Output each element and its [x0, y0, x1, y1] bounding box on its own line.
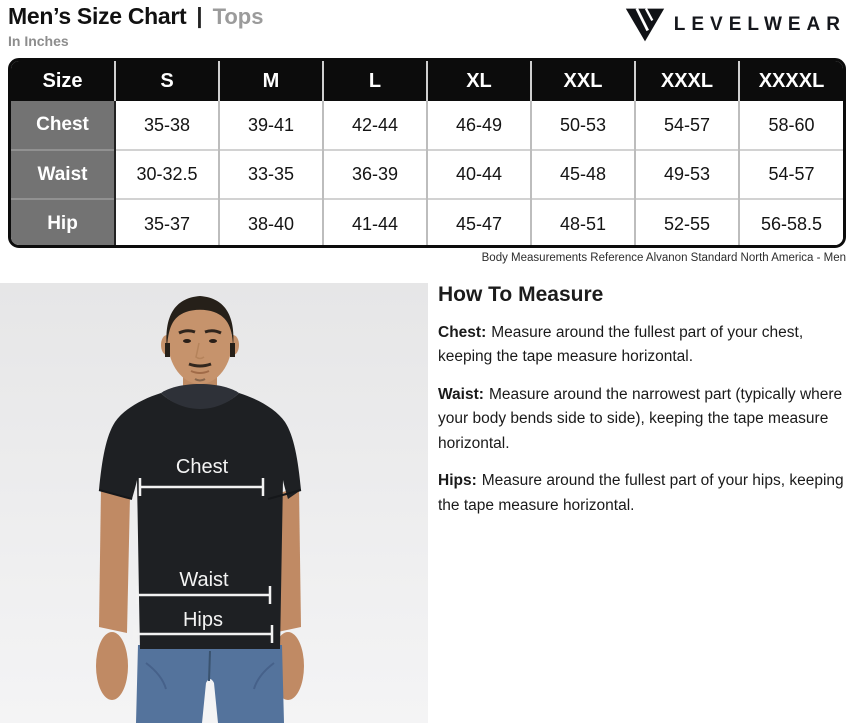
chest-xxl: 50-53	[530, 101, 635, 150]
units-label: In Inches	[8, 33, 69, 49]
row-label-waist: Waist	[11, 149, 115, 199]
header-m: M	[218, 61, 323, 101]
model-photo-illustration: Chest Waist Hips	[0, 283, 428, 723]
jeans	[136, 645, 284, 723]
size-table-header-row: Size S M L XL XXL XXXL XXXXL	[11, 61, 843, 101]
waist-label: Waist	[179, 569, 229, 591]
chest-instruction: Chest: Measure around the fullest part of…	[438, 321, 850, 370]
table-row-chest: Chest 35-38 39-41 42-44 46-49 50-53 54-5…	[11, 101, 843, 150]
title-block: Men’s Size Chart | Tops In Inches	[8, 3, 263, 49]
chest-xxxl: 54-57	[634, 101, 739, 150]
chest-measure-line	[138, 478, 265, 496]
how-to-measure-heading: How To Measure	[438, 283, 604, 306]
hip-s: 35-37	[114, 198, 219, 245]
header-xxl: XXL	[530, 61, 635, 101]
waist-m: 33-35	[218, 149, 323, 199]
chest-xxxxl: 58-60	[738, 101, 843, 150]
hip-m: 38-40	[218, 198, 323, 245]
waist-text: Measure around the narrowest part (typic…	[438, 385, 843, 452]
row-label-hip: Hip	[11, 198, 115, 245]
hip-xxxxl: 56-58.5	[738, 198, 843, 245]
header-xl: XL	[426, 61, 531, 101]
header-size: Size	[11, 61, 115, 101]
chest-m: 39-41	[218, 101, 323, 150]
chest-l: 42-44	[322, 101, 427, 150]
waist-measure-line	[135, 586, 272, 604]
title-separator: |	[196, 3, 203, 28]
t-shirt	[98, 384, 302, 649]
waist-l: 36-39	[322, 149, 427, 199]
hips-measure-line	[133, 625, 274, 643]
waist-instruction: Waist: Measure around the narrowest part …	[438, 383, 850, 456]
head	[161, 296, 239, 384]
brand-name: LEVELWEAR	[673, 14, 846, 35]
waist-xxxxl: 54-57	[738, 149, 843, 199]
levelwear-triangle-icon	[625, 7, 664, 42]
page-subtitle: Tops	[212, 4, 264, 29]
hips-text: Measure around the fullest part of your …	[438, 472, 844, 514]
page-header: Men’s Size Chart | Tops In Inches LEVELW…	[0, 0, 854, 56]
hips-label: Hips	[183, 609, 223, 631]
hair	[166, 296, 234, 349]
header-xxxxl: XXXXL	[738, 61, 843, 101]
brand-logo: LEVELWEAR	[624, 6, 846, 44]
hip-l: 41-44	[322, 198, 427, 245]
chest-xl: 46-49	[426, 101, 531, 150]
chest-term: Chest:	[438, 324, 487, 341]
waist-term: Waist:	[438, 385, 484, 403]
waist-xxxl: 49-53	[634, 149, 739, 199]
hips-term: Hips:	[438, 472, 477, 490]
measurement-photo: Chest Waist Hips	[0, 283, 428, 723]
waist-xl: 40-44	[426, 149, 531, 199]
waist-xxl: 45-48	[530, 149, 635, 199]
measurement-reference-note: Body Measurements Reference Alvanon Stan…	[481, 252, 846, 264]
waist-s: 30-32.5	[114, 149, 219, 199]
row-label-chest: Chest	[11, 101, 115, 150]
table-row-hip: Hip 35-37 38-40 41-44 45-47 48-51 52-55 …	[11, 198, 843, 245]
size-table: Size S M L XL XXL XXXL XXXXL Chest 35-38…	[11, 61, 843, 245]
size-table-container: Size S M L XL XXL XXXL XXXXL Chest 35-38…	[8, 58, 846, 248]
hips-instruction: Hips: Measure around the fullest part of …	[438, 469, 850, 518]
hip-xxl: 48-51	[530, 198, 635, 245]
page-title: Men’s Size Chart	[8, 3, 187, 29]
header-s: S	[114, 61, 219, 101]
chest-label: Chest	[176, 456, 229, 478]
hip-xxxl: 52-55	[634, 198, 739, 245]
header-xxxl: XXXL	[634, 61, 739, 101]
hip-xl: 45-47	[426, 198, 531, 245]
how-to-measure-section: How To Measure Chest: Measure around the …	[438, 283, 850, 531]
header-l: L	[322, 61, 427, 101]
table-row-waist: Waist 30-32.5 33-35 36-39 40-44 45-48 49…	[11, 149, 843, 199]
chest-text: Measure around the fullest part of your …	[438, 324, 804, 366]
chest-s: 35-38	[114, 101, 219, 150]
